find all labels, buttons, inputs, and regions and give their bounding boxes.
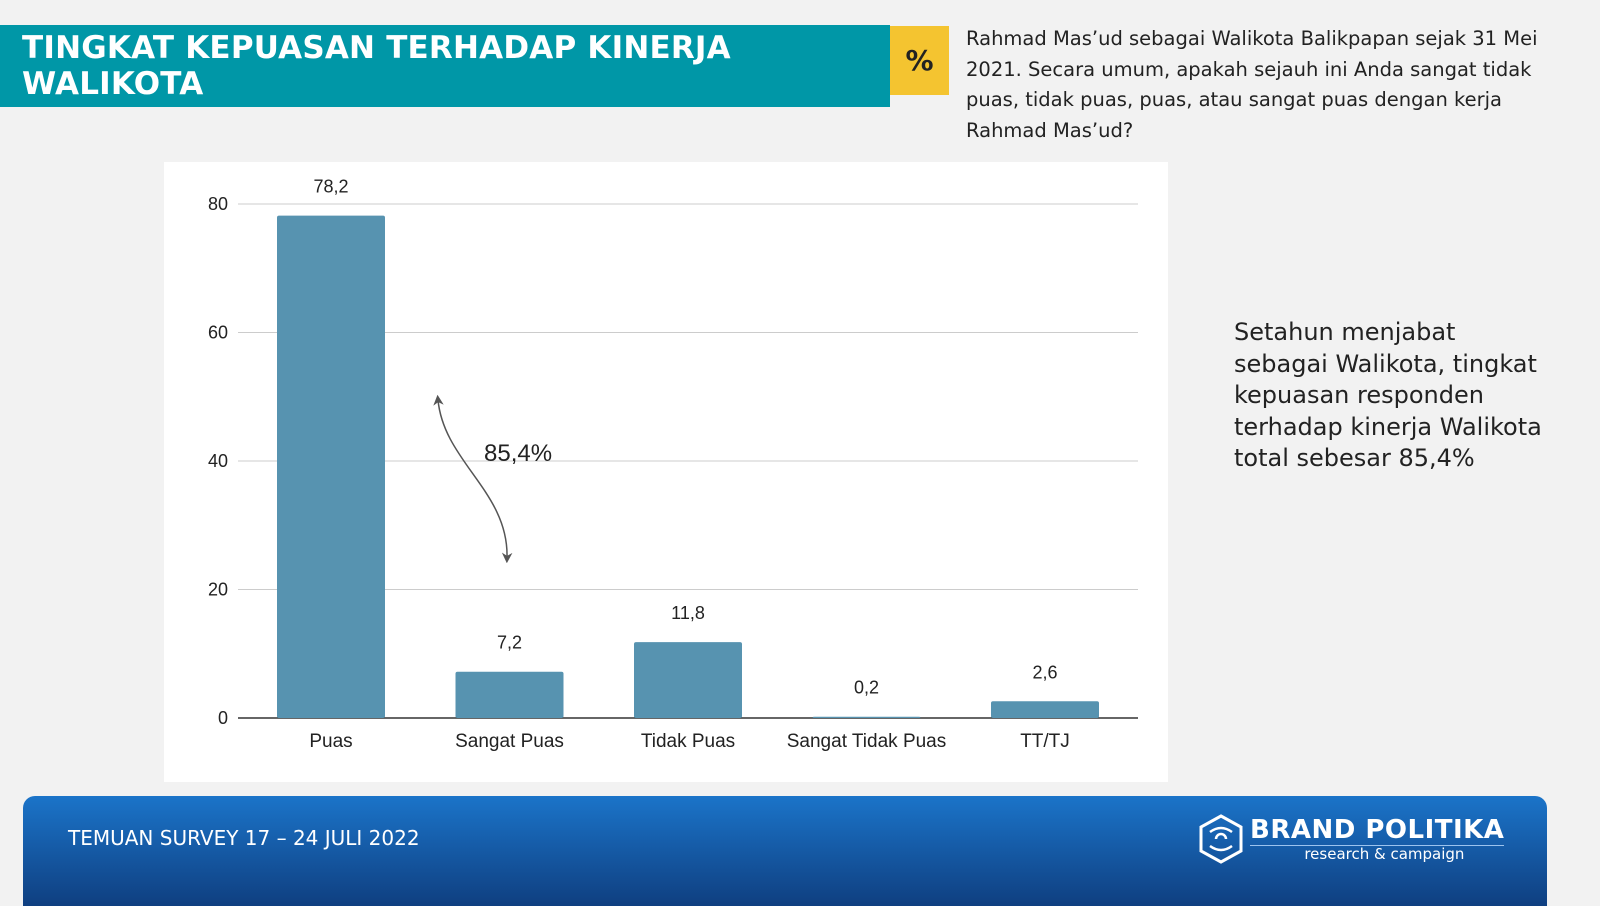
- percent-badge: %: [890, 26, 949, 95]
- chart-panel: 0 20 40 60 80 78,2 Puas 7,2 Sangat Puas 11,8 Tidak…: [164, 162, 1168, 782]
- logo-subtitle: research & campaign: [1250, 844, 1505, 862]
- x-tick-label: Puas: [309, 731, 352, 752]
- summary-text: Setahun menjabat sebagai Walikota, tingk…: [1234, 318, 1542, 472]
- footer-bar: TEMUAN SURVEY 17 – 24 JULI 2022 BRAND PO…: [23, 796, 1547, 906]
- bar: [634, 642, 742, 718]
- y-tick-label: 60: [208, 323, 228, 343]
- bar: [455, 671, 564, 718]
- y-tick-label: 20: [208, 580, 228, 600]
- data-label: 78,2: [313, 177, 348, 197]
- data-label: 7,2: [497, 633, 522, 653]
- y-tick-label: 80: [208, 194, 228, 214]
- x-tick-label: Sangat Tidak Puas: [787, 731, 947, 752]
- hexagon-logo-icon: [1199, 814, 1243, 864]
- x-tick-label: Tidak Puas: [641, 731, 735, 752]
- annotation-arrow: [433, 394, 513, 564]
- data-label: 11,8: [671, 603, 705, 623]
- bar: [991, 701, 1099, 718]
- data-label: 2,6: [1032, 662, 1057, 682]
- bar: [277, 215, 385, 718]
- logo-name: BRAND POLITIKA: [1250, 814, 1505, 845]
- y-tick-label: 40: [208, 451, 228, 471]
- y-tick-label: 0: [218, 708, 228, 728]
- x-tick-label: Sangat Puas: [455, 731, 564, 752]
- footer-survey-date: TEMUAN SURVEY 17 – 24 JULI 2022: [68, 826, 420, 850]
- data-label: 0,2: [854, 678, 879, 698]
- page-title: TINGKAT KEPUASAN TERHADAP KINERJA WALIKO…: [0, 25, 890, 107]
- x-tick-label: TT/TJ: [1020, 731, 1070, 752]
- survey-question: Rahmad Mas’ud sebagai Walikota Balikpapa…: [966, 27, 1538, 142]
- annotation-label: 85,4%: [484, 440, 552, 467]
- brand-logo: BRAND POLITIKA research & campaign: [1198, 814, 1505, 864]
- bar: [812, 716, 921, 718]
- bar-chart: 0 20 40 60 80 78,2 Puas 7,2 Sangat Puas 11,8 Tidak…: [208, 177, 1138, 752]
